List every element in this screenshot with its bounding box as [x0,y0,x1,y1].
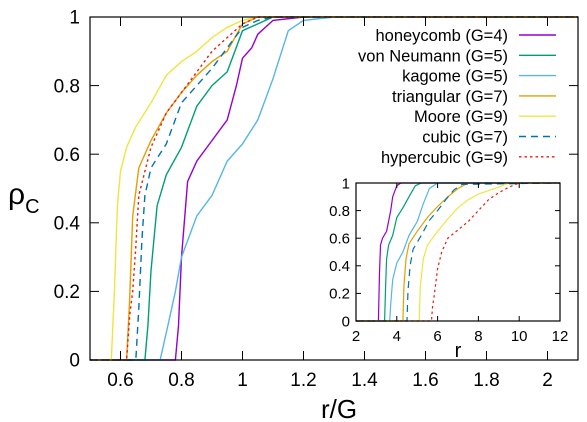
inset-series-line-5 [356,182,560,322]
legend-label: Moore (G=9) [414,108,508,126]
legend-label: cubic (G=7) [422,129,508,147]
main-series-line-5 [90,16,578,361]
main-series-line-2 [90,16,578,361]
inset-series-line-2 [356,182,560,322]
main-y-tick-label: 0 [69,351,80,372]
inset-y-tick-label: 1 [342,175,350,192]
inset-plot: 2 4 6 8 10 12 0 0.2 0.4 0.6 0.8 1 [329,175,568,345]
inset-series-line-1 [356,182,560,322]
y-axis-label-sub: C [25,196,39,218]
legend-label: hypercubic (G=9) [381,149,508,167]
inset-x-tick-label: 2 [352,328,360,345]
inset-series-line-4 [356,182,560,322]
main-y-tick-label: 0.2 [54,282,80,303]
legend-label: triangular (G=7) [392,88,508,106]
main-x-tick-label: 1 [237,370,248,391]
inset-x-tick-label: 12 [552,328,569,345]
main-x-tick-label: 1.2 [290,370,316,391]
inset-series-line-6 [356,182,560,322]
main-x-tick-label: 1.8 [473,370,499,391]
main-x-tick-label: 0.6 [107,370,133,391]
inset-y-tick-label: 0.8 [329,203,350,220]
legend-label: kagome (G=5) [402,68,508,86]
main-y-tick-label: 0.6 [54,145,80,166]
inset-y-tick-label: 0.4 [329,258,350,275]
main-series-line-4 [90,16,578,361]
inset-x-tick-label: 6 [433,328,441,345]
y-axis-label-main: ρ [8,178,25,211]
inset-plot-frame [355,182,561,322]
legend: honeycomb (G=4) von Neumann (G=5) kagome (… [358,27,556,167]
inset-series-line-3 [356,182,560,322]
inset-background [356,183,560,321]
inset-y-tick-label: 0 [342,313,350,330]
legend-label: honeycomb (G=4) [375,27,508,45]
inset-y-tick-label: 0.6 [329,230,350,247]
inset-x-axis-label: r [455,340,462,362]
x-axis-label: r/G [321,394,357,422]
legend-label: von Neumann (G=5) [358,47,508,65]
inset-x-tick-label: 10 [511,328,528,345]
inset-x-tick-label: 8 [474,328,482,345]
main-x-tick-label: 0.8 [168,370,194,391]
inset-y-tick-label: 0.2 [329,286,350,303]
main-y-tick-label: 0.8 [54,76,80,97]
main-x-tick-label: 2 [542,370,553,391]
main-x-tick-label: 1.6 [412,370,438,391]
main-plot: 0.6 0.8 1 1.2 1.4 1.6 1.8 200.20.40.60.81 [54,8,579,391]
y-axis-label: ρC [8,178,40,218]
main-y-tick-label: 1 [69,8,80,29]
main-x-tick-label: 1.4 [351,370,378,391]
main-y-tick-label: 0.4 [54,213,81,234]
main-plot-frame [89,16,579,361]
inset-x-tick-label: 4 [393,328,401,345]
